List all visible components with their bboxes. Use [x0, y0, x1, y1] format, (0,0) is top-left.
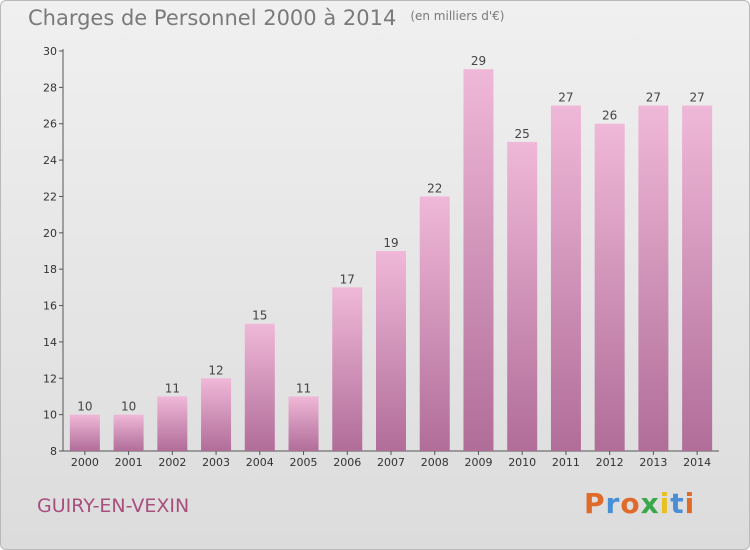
bar	[376, 251, 406, 451]
logo-letter: x	[640, 487, 660, 520]
bar	[157, 396, 188, 451]
chart-title: Charges de Personnel 2000 à 2014 (en mill…	[28, 6, 504, 30]
value-label: 17	[340, 272, 355, 286]
logo-letter: i	[659, 487, 671, 520]
logo-letter: i	[684, 487, 696, 520]
commune-name: GUIRY-EN-VEXIN	[37, 495, 190, 517]
bar-chart: 8 10 12 14 16 18 20 22 24 26 28 30 2000 2001 2002 2003 2…	[43, 45, 719, 469]
y-tick-label: 22	[43, 190, 57, 203]
y-tick-label: 28	[43, 81, 57, 94]
y-tick-label: 24	[43, 154, 57, 167]
bar	[638, 105, 669, 451]
value-label: 19	[383, 236, 398, 250]
bar	[594, 123, 625, 452]
value-label: 27	[558, 91, 573, 105]
value-label: 29	[471, 54, 486, 68]
proxiti-logo: Proxiti	[584, 487, 695, 520]
y-tick-label: 12	[43, 372, 57, 385]
value-label: 11	[296, 381, 311, 395]
bar	[419, 196, 450, 451]
bar	[463, 69, 494, 451]
bar	[332, 287, 363, 451]
x-tick-label: 2013	[639, 456, 667, 469]
x-tick-label: 2006	[333, 456, 361, 469]
value-label: 10	[77, 400, 92, 414]
bar	[288, 396, 319, 451]
value-labels: 10 10 11 12 15 11 17 19 22 29 25 27 26 27 27	[77, 54, 705, 413]
value-label: 25	[515, 127, 530, 141]
value-label: 12	[208, 363, 223, 377]
bars	[69, 69, 713, 452]
bar	[507, 141, 538, 451]
logo-letter: P	[584, 487, 606, 520]
y-tick-label: 30	[43, 45, 57, 58]
bar	[550, 105, 581, 451]
bar	[682, 105, 713, 451]
x-tick-label: 2007	[377, 456, 405, 469]
x-tick-label: 2012	[596, 456, 624, 469]
x-tick-label: 2003	[202, 456, 230, 469]
chart-subtitle: (en milliers d'€)	[410, 9, 505, 23]
y-tick-label: 18	[43, 263, 57, 276]
value-label: 26	[602, 109, 617, 123]
logo-letter: t	[670, 487, 685, 520]
value-label: 10	[121, 400, 136, 414]
bar	[113, 414, 144, 451]
x-tick-label: 2011	[552, 456, 580, 469]
logo-letter: o	[620, 487, 641, 520]
value-label: 11	[165, 381, 180, 395]
y-tick-label: 8	[50, 445, 57, 458]
value-label: 27	[646, 91, 661, 105]
bar	[69, 414, 100, 451]
x-tick-label: 2008	[421, 456, 449, 469]
x-tick-label: 2002	[158, 456, 186, 469]
logo-letter: r	[605, 487, 621, 520]
value-label: 27	[689, 91, 704, 105]
x-tick-label: 2001	[115, 456, 143, 469]
y-tick-label: 14	[43, 336, 57, 349]
bar	[201, 378, 232, 451]
x-tick-label: 2000	[71, 456, 99, 469]
y-tick-label: 16	[43, 300, 57, 313]
y-tick-label: 26	[43, 118, 57, 131]
y-tick-label: 20	[43, 227, 57, 240]
x-tick-label: 2004	[246, 456, 274, 469]
x-tick-label: 2014	[683, 456, 711, 469]
title-text: Charges de Personnel 2000 à 2014	[28, 6, 397, 30]
y-tick-label: 10	[43, 409, 57, 422]
x-tick-label: 2005	[290, 456, 318, 469]
x-tick-label: 2009	[464, 456, 492, 469]
axes: 8 10 12 14 16 18 20 22 24 26 28 30 2000 2001 2002 2003 2…	[43, 45, 719, 469]
bar	[244, 323, 275, 451]
value-label: 15	[252, 309, 267, 323]
x-tick-label: 2010	[508, 456, 536, 469]
value-label: 22	[427, 181, 442, 195]
